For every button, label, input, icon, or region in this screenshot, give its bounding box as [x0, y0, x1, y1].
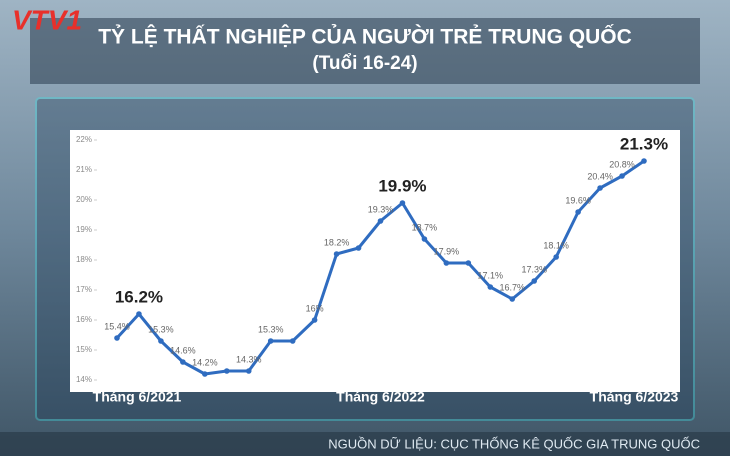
y-tick-label: 18% — [76, 255, 92, 264]
highlight-label: 21.3% — [620, 134, 668, 153]
value-label: 17.9% — [434, 246, 460, 256]
point — [136, 311, 142, 317]
highlight-label: 19.9% — [378, 176, 426, 195]
x-tick-label: Tháng 6/2022 — [336, 389, 425, 405]
value-label: 19.6% — [565, 195, 591, 205]
point — [575, 209, 581, 215]
value-label: 14.3% — [236, 354, 262, 364]
point — [202, 371, 208, 377]
title-band — [30, 18, 700, 84]
value-label: 18.2% — [324, 237, 350, 247]
y-tick-label: 16% — [76, 315, 92, 324]
value-label: 15.3% — [258, 324, 284, 334]
chart-subtitle: (Tuổi 16-24) — [312, 53, 417, 74]
point — [311, 317, 318, 323]
point — [421, 236, 428, 242]
value-label: 15.3% — [148, 324, 174, 334]
plot-panel — [70, 130, 680, 392]
point — [289, 338, 296, 344]
point — [487, 284, 494, 290]
point — [399, 200, 406, 206]
y-tick-label: 20% — [76, 195, 92, 204]
point — [180, 359, 186, 365]
value-label: 16.7% — [499, 282, 525, 292]
point — [553, 254, 559, 260]
source-band — [0, 432, 730, 456]
point — [355, 245, 362, 251]
point — [531, 278, 538, 284]
point — [267, 338, 274, 344]
point — [377, 218, 384, 224]
point — [333, 251, 340, 257]
point — [509, 296, 516, 302]
point — [223, 368, 230, 374]
source: NGUỒN DỮ LIỆU: CỤC THỐNG KÊ QUỐC GIA TRU… — [328, 436, 700, 451]
point — [641, 158, 647, 164]
y-tick-label: 19% — [76, 225, 92, 234]
value-label: 15.4% — [104, 321, 130, 331]
value-label: 14.6% — [170, 345, 196, 355]
value-label: 17.1% — [478, 270, 504, 280]
value-label: 18.1% — [543, 240, 569, 250]
chart-title: TỶ LỆ THẤT NGHIỆP CỦA NGƯỜI TRẺ TRUNG QU… — [98, 25, 632, 49]
point — [158, 338, 164, 344]
value-label: 17.3% — [521, 264, 547, 274]
y-tick-label: 15% — [76, 345, 92, 354]
x-tick-label: Tháng 6/2021 — [93, 389, 182, 405]
y-tick-label: 17% — [76, 285, 92, 294]
value-label: 20.8% — [609, 159, 635, 169]
highlight-label: 16.2% — [115, 287, 163, 306]
x-tick-label: Tháng 6/2023 — [590, 389, 679, 405]
y-tick-label: 21% — [76, 165, 92, 174]
y-tick-label: 14% — [76, 375, 92, 384]
point — [245, 368, 252, 374]
value-label: 14.2% — [192, 357, 218, 367]
value-label: 20.4% — [587, 171, 613, 181]
point — [597, 185, 603, 191]
point — [619, 173, 625, 179]
logo: VTV1 — [12, 4, 82, 35]
point — [465, 260, 472, 266]
value-label: 16% — [306, 303, 324, 313]
value-label: 19.3% — [368, 204, 394, 214]
y-tick-label: 22% — [76, 135, 92, 144]
point — [443, 260, 450, 266]
value-label: 18.7% — [412, 222, 438, 232]
point — [114, 335, 120, 341]
